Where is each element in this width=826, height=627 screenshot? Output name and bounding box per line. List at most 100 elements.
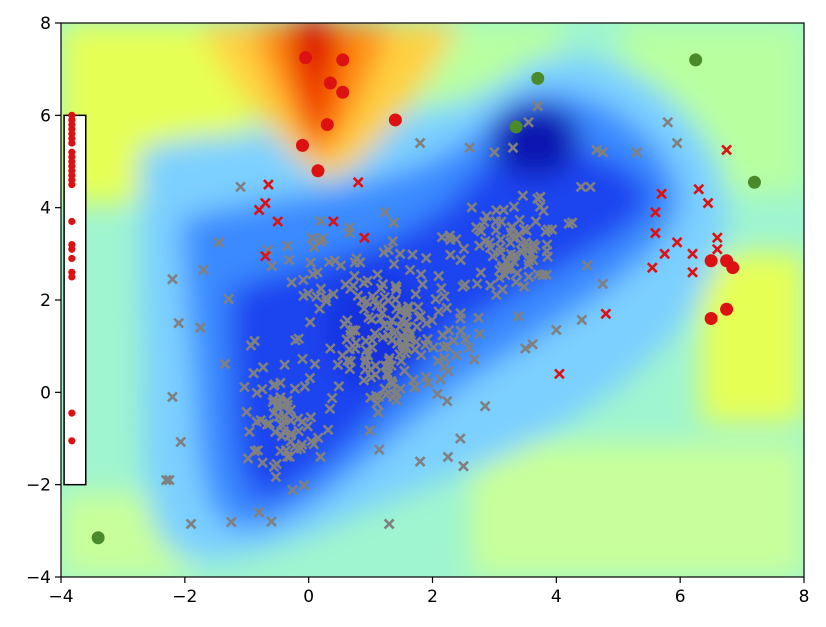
y-tick-label-4: 4 <box>40 199 51 219</box>
cloud-point <box>358 374 370 386</box>
cloud-point <box>379 206 391 218</box>
cloud-point <box>444 249 456 261</box>
cloud-point <box>367 291 379 302</box>
series-3-point-11 <box>266 516 277 528</box>
cloud-point <box>362 275 374 287</box>
cloud-point <box>510 276 522 288</box>
cloud-point <box>280 445 292 456</box>
cloud-point <box>475 267 487 278</box>
cloud-point <box>283 254 295 266</box>
cloud-point <box>365 371 377 383</box>
cloud-point <box>511 267 523 279</box>
series-2-point-15 <box>711 232 723 244</box>
series-2-point-0 <box>263 179 274 191</box>
cloud-point <box>518 281 530 293</box>
cloud-point <box>279 359 291 371</box>
cloud-point <box>377 331 389 343</box>
series-3-point-19 <box>523 116 534 128</box>
cloud-point <box>282 240 293 252</box>
cloud-point <box>463 342 475 354</box>
cloud-point <box>381 369 393 381</box>
cloud-point <box>276 430 288 442</box>
cloud-point <box>484 237 495 249</box>
cloud-point <box>372 406 384 418</box>
cloud-point <box>297 274 309 286</box>
series-2-point-21 <box>600 308 612 320</box>
series-2-point-12 <box>671 236 683 248</box>
x-tick-label-0: −4 <box>48 587 73 607</box>
cloud-point <box>523 255 535 266</box>
series-0-point-7 <box>388 113 402 127</box>
cloud-point <box>290 334 301 346</box>
series-2-point-14 <box>702 197 714 209</box>
cloud-point <box>297 353 308 365</box>
cloud-point <box>315 283 327 295</box>
cloud-point <box>329 255 341 267</box>
cloud-point <box>269 379 281 390</box>
cloud-point <box>332 359 344 371</box>
series-3-point-1 <box>160 474 172 486</box>
series-3-point-14 <box>454 433 466 444</box>
cloud-point <box>336 350 348 362</box>
cloud-point <box>248 367 259 379</box>
cloud-point <box>437 329 448 341</box>
scatter-series <box>91 51 761 545</box>
cloud-point <box>431 388 443 400</box>
series-2-point-2 <box>253 204 265 216</box>
series-3-point-12 <box>253 506 265 518</box>
cloud-point <box>383 355 395 367</box>
series-2-point-10 <box>649 227 661 239</box>
cloud-point <box>527 338 538 350</box>
series-3-point-35 <box>550 324 562 336</box>
series-0-point-2 <box>323 76 337 90</box>
cloud-point <box>341 334 353 345</box>
cloud-point <box>175 436 187 448</box>
cloud-point <box>270 471 282 483</box>
cloud-point <box>455 325 467 337</box>
series-2-point-13 <box>693 183 705 195</box>
cloud-point <box>450 233 462 245</box>
series-2-point-8 <box>656 188 668 200</box>
cloud-point <box>287 484 298 496</box>
cloud-point <box>426 314 438 326</box>
cloud-point <box>272 402 284 414</box>
cloud-point <box>225 516 237 528</box>
series-2-point-3 <box>272 216 284 227</box>
cloud-point <box>435 373 446 385</box>
x-tick-label-2: 0 <box>303 587 314 607</box>
series-1-point-1 <box>509 120 523 134</box>
cloud-point <box>315 451 326 463</box>
cloud-point <box>379 291 391 303</box>
series-1-point-4 <box>91 531 105 545</box>
bg-blob-3 <box>701 253 804 423</box>
cloud-point <box>241 406 253 418</box>
series-1-point-0 <box>531 71 545 85</box>
inset-dot-17 <box>68 245 76 253</box>
cloud-point <box>546 224 558 235</box>
cloud-point <box>262 244 274 256</box>
cloud-point <box>349 256 361 268</box>
cloud-point <box>375 282 387 294</box>
series-2-point-5 <box>328 216 339 227</box>
y-axis: −4 −2 0 2 4 6 8 <box>26 14 61 588</box>
inset-dot-14 <box>68 180 76 189</box>
cloud-point <box>512 310 524 322</box>
cloud-point <box>252 444 264 456</box>
cloud-point <box>292 413 304 425</box>
cloud-point <box>534 201 546 213</box>
cloud-point <box>438 361 450 373</box>
cloud-point <box>534 191 546 203</box>
cloud-point <box>532 268 544 280</box>
cloud-point <box>322 424 334 436</box>
y-tick-label-1: −2 <box>26 476 51 496</box>
cloud-point <box>304 316 316 328</box>
cloud-point <box>341 314 353 326</box>
cloud-point <box>409 381 421 393</box>
cloud-point <box>455 254 467 266</box>
cloud-point <box>371 300 383 312</box>
cloud-point <box>343 222 355 233</box>
series-3-point-24 <box>591 144 602 156</box>
x-tick-label-3: 2 <box>427 587 438 607</box>
cloud-point <box>436 231 448 243</box>
cloud-point <box>257 457 268 469</box>
